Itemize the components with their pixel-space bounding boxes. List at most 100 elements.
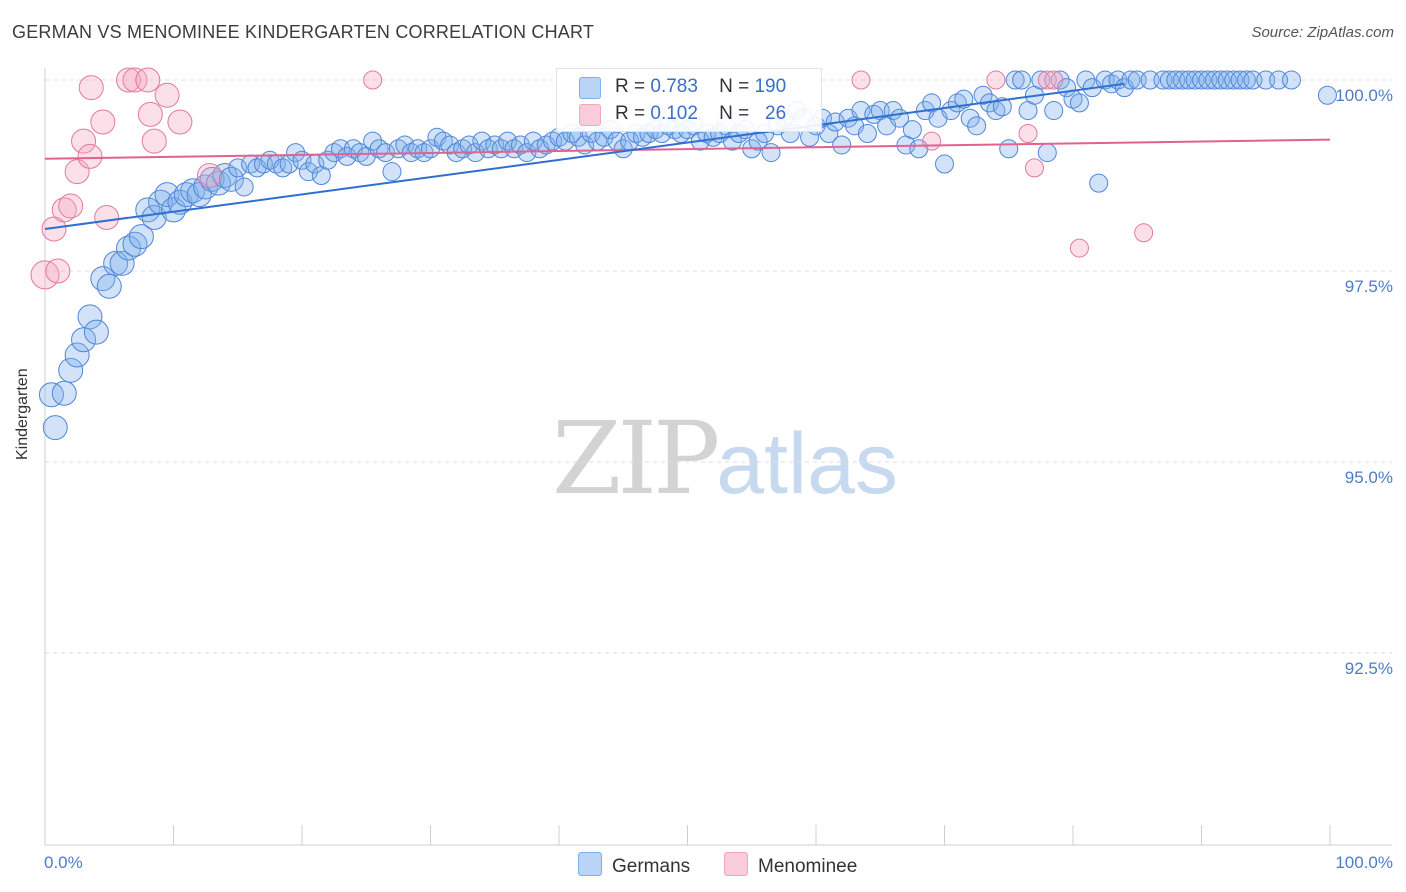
germans-point [154, 182, 180, 208]
germans-point [613, 139, 633, 159]
germans-point [96, 273, 122, 299]
germans-point [973, 85, 993, 105]
germans-point [58, 357, 84, 383]
germans-point [286, 143, 306, 163]
menominee-point [167, 109, 193, 135]
germans-point [575, 135, 595, 155]
germans-point [472, 131, 492, 151]
germans-point [128, 224, 154, 250]
menominee-point [1044, 70, 1064, 90]
germans-point [71, 327, 97, 353]
menominee-point [137, 101, 163, 127]
menominee-point [122, 67, 148, 93]
x-tick-label: 100.0% [1335, 853, 1393, 872]
germans-point [1037, 143, 1057, 163]
germans-point [999, 139, 1019, 159]
menominee-point [1069, 238, 1089, 258]
y-axis-label: Kindergarten [14, 368, 31, 460]
germans-point [1044, 101, 1064, 121]
menominee-point [78, 75, 104, 101]
bottom-legend-label-menominee: Menominee [758, 856, 858, 877]
germans-point [173, 182, 199, 208]
bottom-legend-germans: Germans [578, 852, 690, 878]
chart-title: GERMAN VS MENOMINEE KINDERGARTEN CORRELA… [12, 22, 595, 42]
menominee-point [1134, 223, 1154, 243]
germans-point [498, 131, 518, 151]
y-tick-label: 100.0% [1335, 86, 1393, 105]
germans-trend-line [44, 82, 1125, 230]
germans-point [167, 189, 193, 215]
germans-point [318, 150, 338, 170]
germans-point [228, 158, 248, 178]
menominee-point [51, 197, 77, 223]
germans-point [64, 342, 90, 368]
germans-point [954, 89, 974, 109]
bottom-legend-label-germans: Germans [612, 856, 691, 877]
menominee-point [922, 131, 942, 151]
germans-point [935, 154, 954, 174]
germans-point [1236, 70, 1256, 90]
menominee-point [1024, 158, 1044, 178]
watermark-zip: ZIP [552, 400, 720, 517]
menominee-point [851, 70, 871, 90]
germans-point [109, 250, 135, 276]
germans-point [77, 304, 103, 330]
stats-legend: R = 0.783 N = 190 R = 0.102 N = 26 [556, 68, 822, 132]
germans-point [234, 177, 254, 197]
germans-point [218, 166, 244, 192]
menominee-point [141, 128, 167, 154]
germans-point [992, 97, 1012, 117]
germans-point [116, 235, 142, 261]
germans-point [51, 380, 77, 406]
germans-point [523, 131, 543, 151]
germans-point [1089, 173, 1109, 193]
menominee-point [90, 109, 116, 135]
germans-point [38, 382, 64, 408]
bottom-legend-menominee: Menominee [724, 852, 857, 878]
germans-point [459, 135, 479, 155]
menominee-point [77, 143, 103, 169]
germans-point [141, 205, 167, 231]
germans-point [122, 231, 148, 257]
germans-point [382, 162, 402, 182]
trend-lines [44, 82, 1331, 230]
menominee-point [986, 70, 1006, 90]
menominee-point [196, 163, 222, 188]
source-label: Source: ZipAtlas.com [1251, 24, 1394, 41]
germans-point [510, 135, 530, 155]
germans-point [212, 163, 238, 188]
menominee-point [71, 128, 97, 154]
germans-point [363, 131, 383, 151]
legend-swatch-menominee [579, 104, 601, 126]
axes [44, 68, 1392, 846]
menominee-trend-line [44, 138, 1331, 160]
menominee-point [45, 258, 71, 284]
bottom-legend-swatch-germans [578, 852, 602, 876]
germans-point [440, 135, 460, 155]
y-tick-label: 97.5% [1344, 277, 1393, 296]
series-germans [38, 70, 1337, 441]
watermark-atlas: atlas [716, 416, 898, 512]
menominee-point [363, 70, 383, 90]
y-tick-label: 95.0% [1344, 468, 1393, 487]
germans-point [1012, 70, 1032, 90]
legend-text: R = 0.102 N = 26 [615, 103, 787, 124]
germans-point [960, 108, 980, 128]
germans-point [857, 123, 877, 143]
germans-point [761, 143, 781, 163]
x-tick-label: 0.0% [44, 853, 83, 872]
menominee-point [135, 67, 161, 93]
legend-swatch-germans [579, 77, 601, 99]
menominee-point [1037, 70, 1057, 90]
germans-point [832, 135, 852, 155]
germans-point [1005, 70, 1025, 90]
menominee-point [116, 67, 142, 93]
y-tick-label: 92.5% [1344, 659, 1393, 678]
germans-point [42, 415, 68, 441]
watermark: ZIPatlas [552, 400, 898, 517]
germans-point [337, 146, 357, 166]
bottom-legend-swatch-menominee [724, 852, 748, 876]
germans-point [1317, 85, 1337, 105]
menominee-point [1018, 123, 1038, 143]
germans-point [1121, 70, 1141, 90]
